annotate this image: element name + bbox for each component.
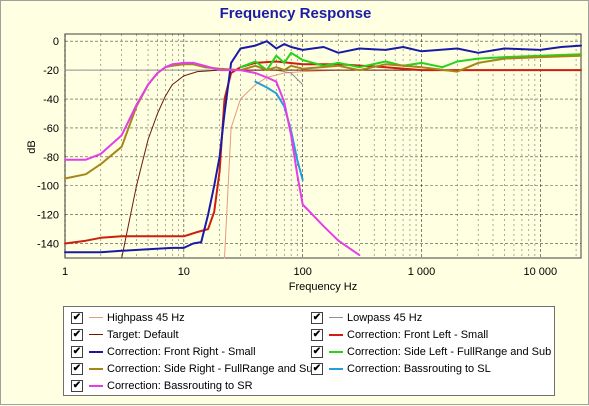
legend-label: Correction: Bassrouting to SL bbox=[347, 362, 491, 375]
legend-swatch bbox=[89, 384, 103, 387]
x-tick-label: 10 000 bbox=[523, 266, 557, 278]
legend-label: Correction: Side Left - FullRange and Su… bbox=[347, 345, 552, 358]
x-tick-label: 1 000 bbox=[408, 266, 436, 278]
legend-item[interactable]: ✔ Correction: Bassrouting to SR bbox=[71, 377, 253, 394]
legend-checkbox[interactable]: ✔ bbox=[71, 311, 83, 324]
legend-checkbox[interactable]: ✔ bbox=[311, 328, 323, 341]
series-line-8 bbox=[64, 61, 361, 257]
legend-swatch bbox=[89, 317, 103, 318]
legend-checkbox[interactable]: ✔ bbox=[71, 328, 83, 341]
legend-swatch bbox=[89, 367, 103, 370]
series-line-1 bbox=[64, 69, 304, 86]
y-tick-label: -40 bbox=[43, 94, 59, 106]
legend-item[interactable]: ✔ Lowpass 45 Hz bbox=[311, 309, 422, 326]
x-tick-label: 1 bbox=[62, 266, 68, 278]
chart-title: Frequency Response bbox=[219, 5, 372, 22]
legend-label: Target: Default bbox=[107, 328, 179, 341]
legend-item[interactable]: ✔ Correction: Front Left - Small bbox=[311, 326, 488, 343]
plot-area bbox=[64, 33, 582, 259]
legend: ✔ Highpass 45 Hz ✔ Lowpass 45 Hz ✔ Target: De… bbox=[63, 306, 555, 396]
y-tick-label: -100 bbox=[37, 181, 59, 193]
legend-item[interactable]: ✔ Target: Default bbox=[71, 326, 179, 343]
legend-checkbox[interactable]: ✔ bbox=[71, 362, 83, 375]
legend-swatch bbox=[89, 350, 103, 353]
series-line-5 bbox=[239, 51, 582, 72]
y-axis-label: dB bbox=[26, 140, 38, 153]
x-tick-label: 100 bbox=[293, 266, 311, 278]
axis-tick-labels: 1 10 100 1 000 10 000 0 -20 -40 -60 -80 -100 -120 -1… bbox=[37, 36, 557, 278]
y-tick-label: -80 bbox=[43, 152, 59, 164]
x-axis-label: Frequency Hz bbox=[289, 281, 357, 293]
legend-label: Correction: Front Right - Small bbox=[107, 345, 256, 358]
legend-checkbox[interactable]: ✔ bbox=[311, 345, 323, 358]
legend-label: Correction: Side Right - FullRange and S… bbox=[107, 362, 319, 375]
legend-swatch bbox=[329, 350, 343, 353]
x-tick-label: 10 bbox=[178, 266, 190, 278]
y-tick-label: -60 bbox=[43, 123, 59, 135]
gridlines bbox=[64, 34, 581, 258]
legend-item[interactable]: ✔ Correction: Side Left - FullRange and S… bbox=[311, 343, 551, 360]
series-line-2 bbox=[121, 69, 582, 259]
legend-swatch bbox=[89, 334, 103, 335]
legend-item[interactable]: ✔ Correction: Side Right - FullRange and … bbox=[71, 360, 319, 377]
legend-swatch bbox=[329, 367, 343, 370]
legend-label: Correction: Front Left - Small bbox=[347, 328, 489, 341]
legend-checkbox[interactable]: ✔ bbox=[71, 379, 83, 392]
series-line-4 bbox=[64, 40, 582, 254]
legend-item[interactable]: ✔ Correction: Front Right - Small bbox=[71, 343, 256, 360]
legend-checkbox[interactable]: ✔ bbox=[311, 311, 323, 324]
legend-label: Lowpass 45 Hz bbox=[347, 311, 423, 324]
y-tick-label: -20 bbox=[43, 65, 59, 77]
legend-checkbox[interactable]: ✔ bbox=[311, 362, 323, 375]
legend-label: Correction: Bassrouting to SR bbox=[107, 379, 253, 392]
legend-checkbox[interactable]: ✔ bbox=[71, 345, 83, 358]
legend-item[interactable]: ✔ Correction: Bassrouting to SL bbox=[311, 360, 491, 377]
series-layer bbox=[64, 40, 582, 259]
y-tick-label: -140 bbox=[37, 239, 59, 251]
legend-item[interactable]: ✔ Highpass 45 Hz bbox=[71, 309, 185, 326]
y-tick-label: 0 bbox=[53, 36, 59, 48]
legend-swatch bbox=[329, 317, 343, 318]
legend-swatch bbox=[329, 333, 343, 336]
y-tick-label: -120 bbox=[37, 210, 59, 222]
legend-label: Highpass 45 Hz bbox=[107, 311, 185, 324]
